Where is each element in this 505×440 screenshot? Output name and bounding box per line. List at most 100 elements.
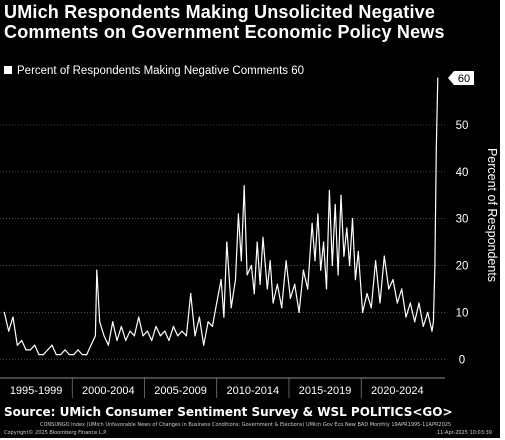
data-point	[379, 302, 381, 304]
data-point	[190, 293, 192, 295]
chart-title-line-1: UMich Respondents Making Unsolicited Neg…	[4, 2, 436, 22]
data-point	[77, 349, 79, 351]
data-point	[396, 302, 398, 304]
y-tick-label: 40	[456, 167, 469, 179]
data-point	[155, 325, 157, 328]
data-point	[343, 255, 345, 257]
data-point	[116, 339, 118, 342]
data-point	[370, 307, 372, 309]
data-point	[194, 335, 196, 337]
footer-timestamp: 11-Apr-2025 10:03:39	[437, 430, 492, 436]
data-point	[177, 335, 179, 337]
data-point	[272, 302, 274, 304]
data-point	[103, 335, 105, 337]
data-point	[107, 344, 109, 346]
data-point	[375, 260, 377, 262]
data-point	[34, 344, 36, 346]
data-point	[432, 321, 435, 323]
x-tick-label: 2020-2024	[371, 385, 424, 397]
data-point	[427, 311, 429, 313]
data-point	[331, 264, 333, 267]
x-tick-label: 1995-1999	[10, 385, 63, 397]
data-point	[168, 339, 170, 342]
data-point	[346, 227, 348, 229]
data-point	[151, 339, 153, 342]
data-point	[96, 269, 98, 271]
data-point	[25, 349, 27, 351]
data-point	[437, 77, 439, 79]
data-point	[354, 278, 357, 281]
data-point	[340, 194, 342, 196]
data-point	[3, 311, 5, 313]
data-point	[164, 330, 166, 332]
data-point	[86, 353, 88, 356]
data-point	[323, 241, 325, 243]
data-point	[203, 344, 205, 346]
data-point	[211, 325, 213, 328]
data-point	[120, 325, 122, 328]
data-point	[181, 330, 183, 332]
data-point	[112, 321, 114, 323]
data-point	[64, 349, 66, 351]
data-point	[207, 321, 209, 323]
data-point	[81, 353, 83, 356]
data-point	[253, 293, 255, 295]
data-point	[409, 302, 411, 304]
data-point	[269, 260, 271, 262]
data-point	[42, 353, 44, 356]
data-point	[55, 353, 57, 356]
data-point	[422, 325, 424, 328]
data-point	[125, 339, 127, 342]
data-point	[431, 330, 433, 332]
data-point	[298, 311, 300, 313]
data-point	[289, 297, 292, 299]
footer-index-description: CONSUNGO Index (UMich Unfavorable News o…	[40, 422, 452, 428]
series-points	[3, 77, 439, 356]
data-point	[68, 353, 70, 356]
data-point	[234, 278, 237, 281]
data-point	[262, 236, 264, 239]
data-point	[392, 278, 394, 281]
data-point	[320, 269, 322, 271]
data-point	[133, 335, 135, 337]
data-point	[29, 349, 31, 351]
data-point	[172, 325, 174, 328]
data-point	[146, 330, 148, 332]
data-point	[314, 260, 316, 262]
y-tick-label: 20	[456, 261, 469, 273]
data-point	[337, 274, 339, 276]
data-point	[414, 321, 416, 323]
data-point	[90, 344, 92, 346]
data-point	[142, 335, 144, 337]
gridlines	[0, 124, 445, 360]
data-point	[405, 316, 407, 318]
data-point	[159, 335, 161, 337]
data-point	[73, 353, 75, 356]
data-point	[12, 316, 14, 318]
data-point	[220, 278, 222, 281]
data-point	[259, 283, 261, 285]
data-point	[307, 288, 309, 290]
data-point	[401, 288, 403, 290]
legend-swatch	[4, 66, 12, 74]
x-tick-label: 2000-2004	[82, 385, 135, 397]
y-axis-label: Percent of Respondents	[485, 148, 499, 282]
y-axis: 0 10 20 30 40 50	[456, 120, 469, 366]
data-point	[317, 213, 319, 215]
data-point	[362, 311, 364, 313]
data-point	[246, 274, 248, 276]
data-point	[435, 147, 437, 149]
data-point	[38, 353, 40, 356]
data-point	[216, 302, 218, 304]
data-point	[266, 288, 268, 290]
y-tick-label: 10	[456, 307, 469, 319]
last-value-label: 60	[458, 73, 470, 85]
data-point	[434, 264, 436, 267]
y-tick-label: 50	[456, 120, 469, 132]
chart-title-line-2: Comments on Government Economic Policy N…	[4, 22, 445, 42]
y-tick-label: 30	[456, 214, 469, 226]
data-point	[383, 255, 385, 257]
data-point	[256, 241, 258, 243]
last-value-marker: 60	[448, 71, 474, 86]
last-value-tag	[448, 71, 474, 86]
